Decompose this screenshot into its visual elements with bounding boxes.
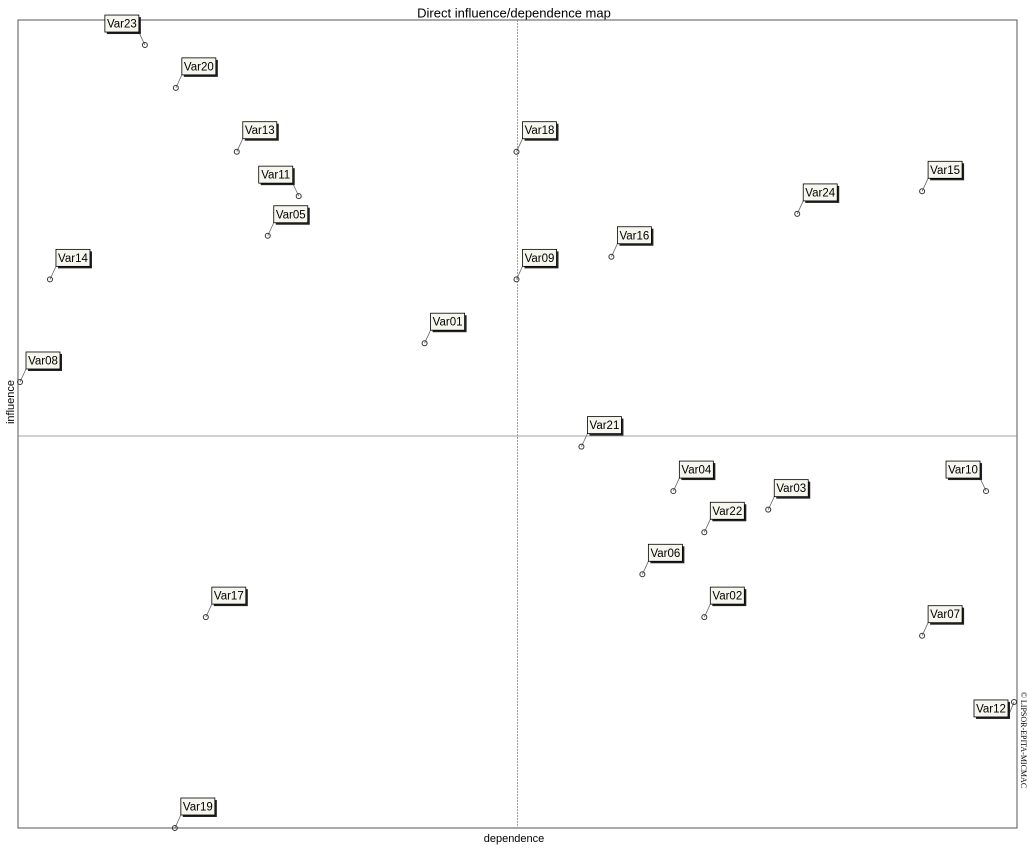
- point-label: Var13: [245, 125, 275, 137]
- point-label: Var16: [619, 230, 649, 242]
- x-axis-label: dependence: [484, 833, 545, 845]
- point-label: Var14: [58, 253, 88, 265]
- point-label: Var21: [590, 420, 620, 432]
- point-label: Var07: [930, 609, 960, 621]
- point-label: Var01: [433, 317, 463, 329]
- side-text: © LIPSOR-EPITA-MICMAC: [1019, 692, 1028, 788]
- point-label: Var23: [107, 19, 137, 31]
- y-axis-label: influence: [5, 380, 17, 424]
- point-label: Var09: [525, 253, 555, 265]
- point-label: Var06: [650, 548, 680, 560]
- point-label: Var02: [712, 591, 742, 603]
- point-label: Var17: [214, 591, 244, 603]
- point-label: Var08: [28, 356, 58, 368]
- point-label: Var12: [976, 703, 1006, 715]
- point-label: Var20: [184, 61, 214, 73]
- point-label: Var05: [276, 209, 306, 221]
- point-label: Var04: [681, 465, 711, 477]
- point-label: Var10: [948, 465, 978, 477]
- point-label: Var03: [776, 483, 806, 495]
- point-label: Var15: [930, 165, 960, 177]
- chart-title: Direct influence/dependence map: [417, 5, 611, 20]
- point-label: Var24: [805, 187, 835, 199]
- point-label: Var22: [712, 506, 742, 518]
- chart: Direct influence/dependence map dependen…: [0, 0, 1028, 847]
- point-label: Var11: [261, 170, 290, 182]
- point-label: Var18: [525, 125, 555, 137]
- point-label: Var19: [183, 802, 213, 814]
